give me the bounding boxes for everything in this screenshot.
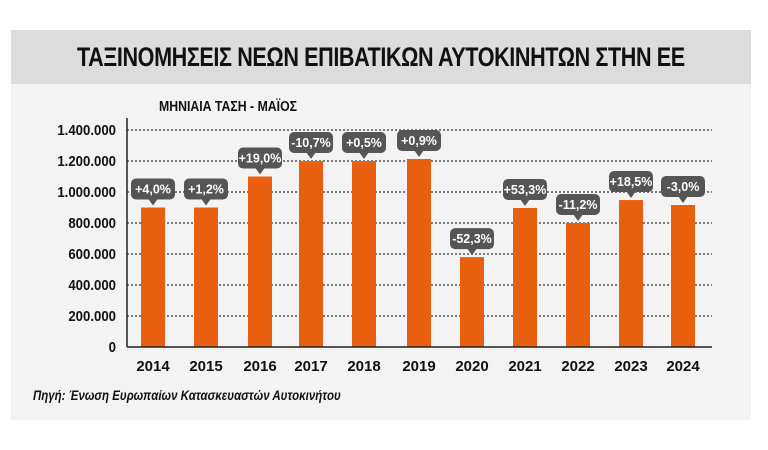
data-label: -11,2% [559,198,598,212]
callout-pointer [201,198,211,206]
x-tick-label: 2022 [561,358,594,375]
x-tick-label: 2024 [666,358,700,375]
data-label: -3,0% [667,180,700,194]
data-label: +0,5% [346,136,382,150]
data-label: +53,3% [504,183,547,197]
x-tick-label: 2014 [136,358,170,375]
callout-pointer [678,196,688,204]
y-tick-label: 0 [109,338,116,355]
data-label-callout [184,178,228,200]
callout-pointer [573,214,583,221]
bar-2017 [299,161,323,347]
data-label-callout [131,178,175,200]
bar-2020 [460,257,484,347]
data-label: +4,0% [135,183,171,197]
data-label: +18,5% [610,175,653,189]
data-label: +0,9% [401,134,437,148]
title-band: ΤΑΞΙΝΟΜΗΣΕΙΣ ΝΕΩΝ ΕΠΙΒΑΤΙΚΩΝ ΑΥΤΟΚΙΝΗΤΩΝ… [11,30,751,84]
callout-pointer [255,167,265,175]
bar-2014 [141,207,165,347]
data-label-callout [450,228,494,250]
data-label: -52,3% [452,232,492,246]
bar-2022 [566,223,590,347]
data-label-callout [238,147,282,169]
bar-2018 [352,161,376,347]
callout-pointer [467,248,477,256]
callout-pointer [306,152,316,159]
bar-2015 [194,207,218,347]
data-label: -10,7% [291,136,331,150]
y-tick-label: 200.000 [68,307,116,324]
x-tick-label: 2018 [347,358,380,375]
chart-subtitle: ΜΗΝΙΑΙΑ ΤΑΣΗ - ΜΑΪΟΣ [159,97,297,114]
y-tick-label: 1.200.000 [57,152,116,169]
data-label-callout [503,178,547,200]
x-tick-label: 2019 [402,358,435,375]
callout-pointer [148,198,158,206]
y-tick-label: 400.000 [68,276,116,293]
bar-2023 [619,200,643,347]
x-tick-label: 2015 [189,358,222,375]
data-label-callout [661,176,705,198]
data-label-callout [289,132,333,153]
bar-2021 [513,207,537,347]
x-tick-label: 2023 [614,358,647,375]
x-tick-label: 2021 [508,358,541,375]
data-label-callout [342,132,386,153]
y-tick-label: 600.000 [68,245,116,262]
bar-2019 [407,158,431,347]
data-label: +1,2% [188,183,224,197]
source-note: Πηγή: Ένωση Ευρωπαίων Κατασκευαστών Αυτο… [33,387,341,403]
x-tick-label: 2017 [294,358,327,375]
data-label: +19,0% [239,152,282,166]
bar-2024 [671,205,695,347]
y-tick-label: 1.000.000 [57,183,116,200]
data-label-callout [556,194,600,215]
bar-2016 [248,176,272,347]
data-label-callout [609,171,653,193]
callout-pointer [520,198,530,206]
data-label-callout [397,129,441,151]
callout-pointer [626,191,636,199]
y-tick-label: 1.400.000 [57,121,116,138]
x-tick-label: 2020 [455,358,488,375]
x-tick-label: 2016 [243,358,276,375]
callout-pointer [359,152,369,159]
callout-pointer [414,149,424,157]
chart-title: ΤΑΞΙΝΟΜΗΣΕΙΣ ΝΕΩΝ ΕΠΙΒΑΤΙΚΩΝ ΑΥΤΟΚΙΝΗΤΩΝ… [77,41,685,72]
y-tick-label: 800.000 [68,214,116,231]
